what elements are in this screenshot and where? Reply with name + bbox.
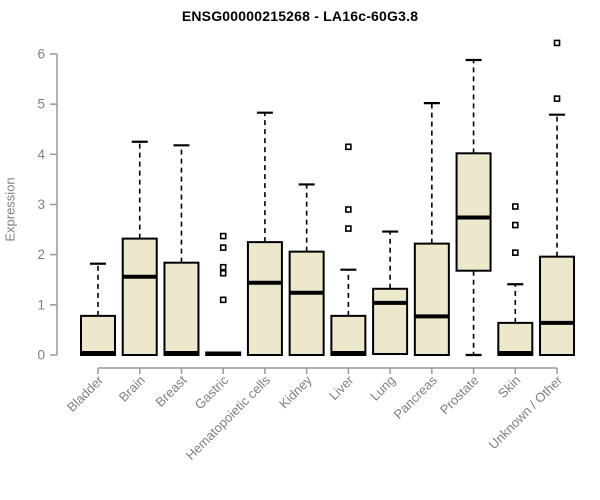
y-tick-label: 3 xyxy=(37,197,45,212)
box-rect xyxy=(497,321,534,357)
y-tick-label: 1 xyxy=(37,297,45,312)
outlier-point xyxy=(511,203,519,210)
outlier-point xyxy=(345,143,352,151)
outlier-point xyxy=(511,221,519,229)
x-tick-label: Unknown / Other xyxy=(486,372,566,452)
chart-title: ENSG00000215268 - LA16c-60G3.8 xyxy=(181,8,419,24)
box-rect xyxy=(372,287,409,355)
y-tick-label: 6 xyxy=(37,46,45,61)
outlier-point xyxy=(345,206,352,213)
x-tick-label: Prostate xyxy=(437,373,482,418)
box-rect xyxy=(330,314,367,356)
outlier-point xyxy=(219,244,227,251)
box-rect xyxy=(121,237,158,357)
y-tick-label: 2 xyxy=(37,247,45,262)
box-rect xyxy=(539,255,576,357)
outlier-point xyxy=(553,39,561,47)
x-tick-label: Bladder xyxy=(64,372,107,415)
x-tick-label: Pancreas xyxy=(391,372,441,422)
outlier-point xyxy=(345,225,352,232)
box-rect xyxy=(413,242,450,357)
outlier-point xyxy=(219,269,227,277)
x-tick-label: Skin xyxy=(495,373,523,401)
box-rect xyxy=(246,241,283,356)
outlier-point xyxy=(553,95,561,102)
x-tick-label: Liver xyxy=(326,372,357,403)
box-rect xyxy=(80,314,116,356)
outlier-point xyxy=(511,249,519,256)
x-tick-label: Breast xyxy=(152,372,189,409)
box-rect xyxy=(288,250,325,356)
box-rect xyxy=(455,152,492,272)
x-tick-label: Kidney xyxy=(276,372,315,411)
y-tick-label: 0 xyxy=(37,348,45,363)
x-tick-label: Lung xyxy=(367,373,398,404)
y-tick-label: 5 xyxy=(37,97,45,112)
outlier-point xyxy=(219,296,227,304)
y-tick-label: 4 xyxy=(37,147,45,162)
x-tick-label: Brain xyxy=(116,373,148,405)
x-tick-label: Gastric xyxy=(192,372,232,412)
outlier-point xyxy=(219,263,227,271)
outlier-point xyxy=(219,232,227,240)
box-rect xyxy=(163,261,200,356)
